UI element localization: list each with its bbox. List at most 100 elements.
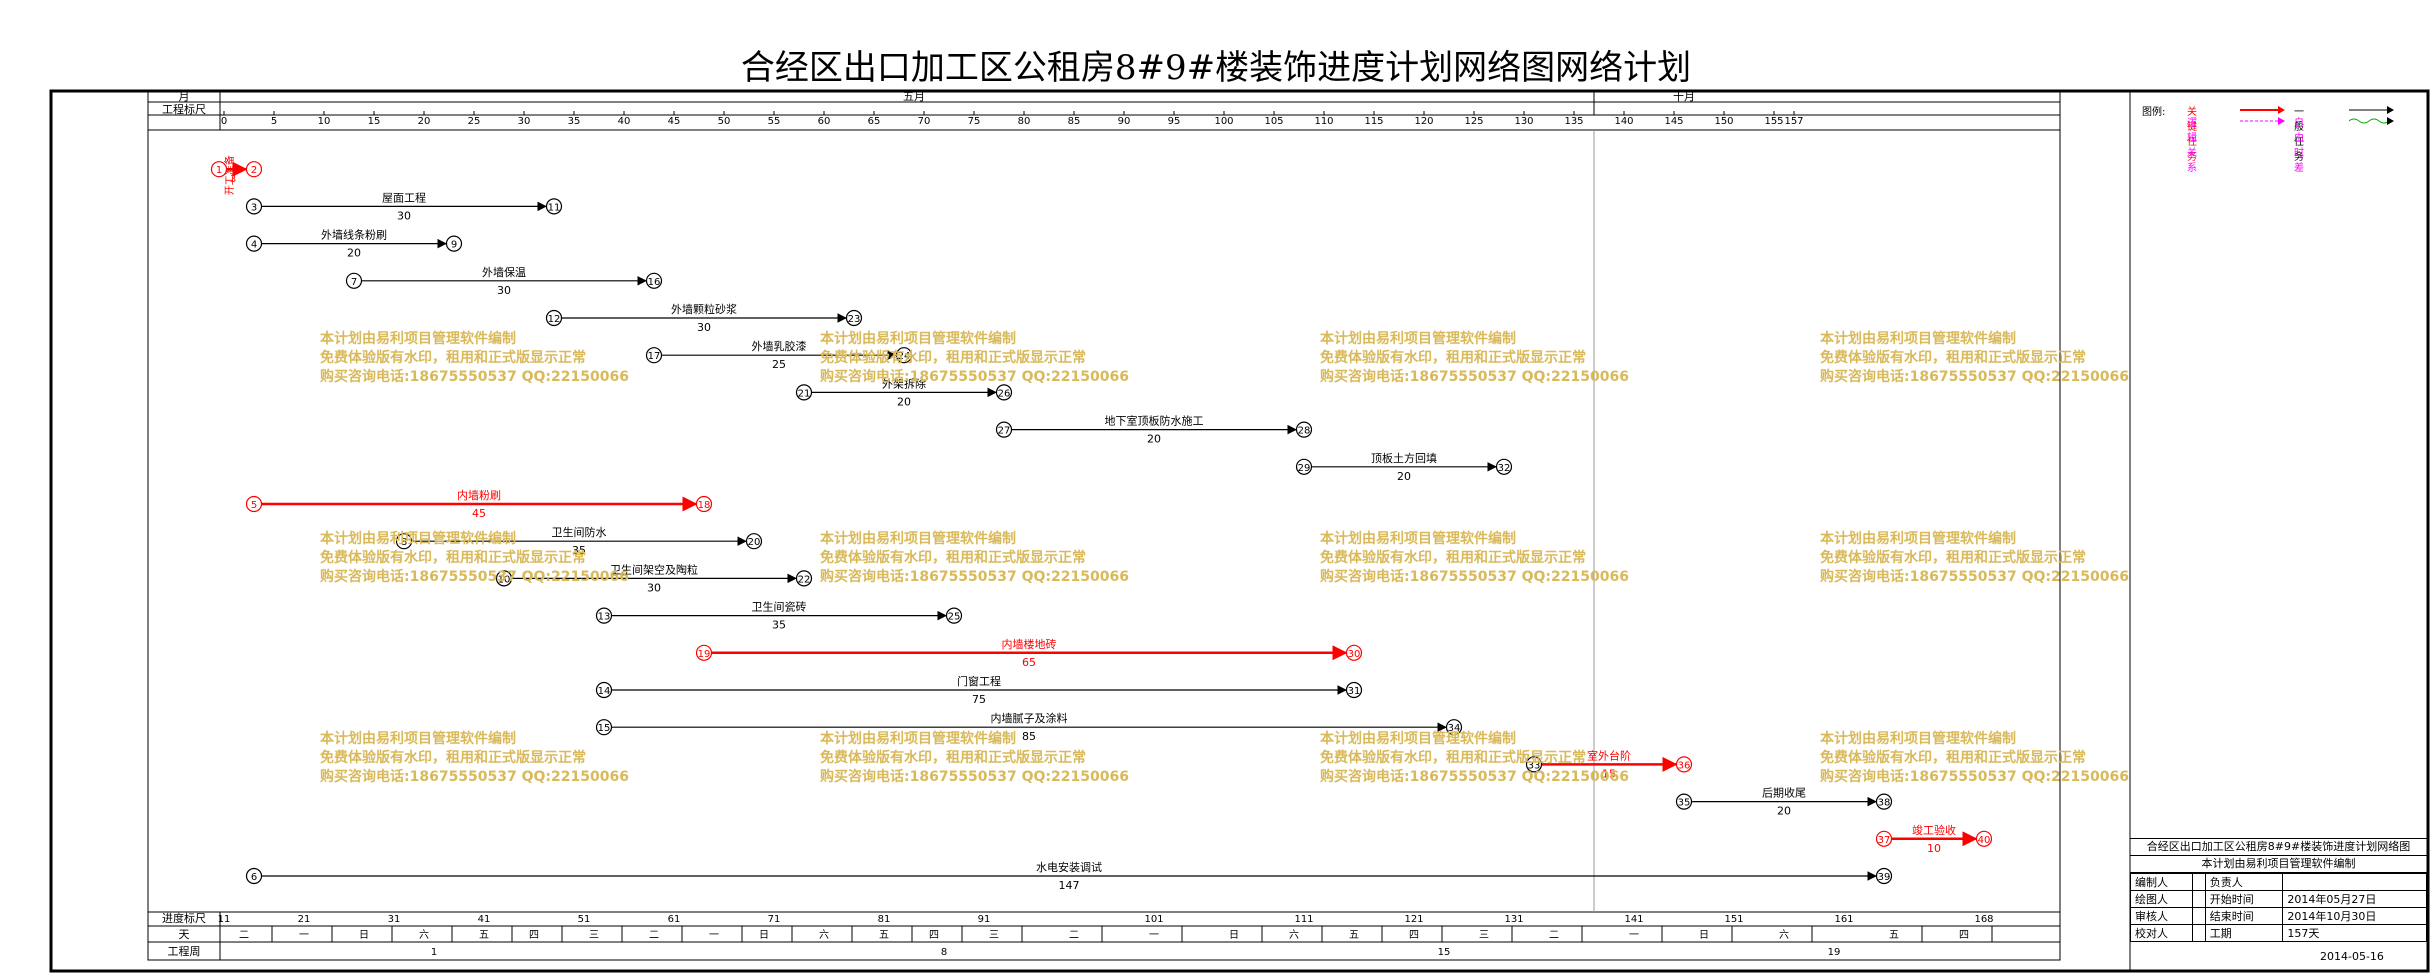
node-number: 34 [1448, 723, 1461, 734]
node-circle [545, 198, 563, 215]
info-cell: 157天 [2282, 924, 2427, 942]
task-duration: 75 [972, 693, 986, 706]
info-cell: 审核人 [2130, 907, 2193, 925]
weekday-label: 五 [879, 930, 889, 941]
scale-tick-label: 75 [968, 116, 981, 127]
task-name: 地下室顶板防水施工 [1105, 414, 1204, 428]
task-duration: 30 [497, 284, 511, 297]
task-name: 室外台阶 [1587, 748, 1631, 762]
progress-tick-label: 111 [1294, 914, 1313, 925]
weekday-label: 日 [1229, 930, 1239, 941]
weekday-label: 一 [709, 930, 719, 941]
node-circle [495, 570, 513, 587]
task-duration: 35 [772, 619, 786, 632]
watermark-line: 购买咨询电话:18675550537 QQ:22150066 [1320, 769, 1629, 785]
node-number: 39 [1878, 872, 1891, 883]
info-cell: 2014年05月27日 [2282, 890, 2427, 908]
scale-tick-label: 25 [468, 116, 481, 127]
node-circle [545, 309, 563, 327]
weekday-label: 三 [589, 930, 599, 941]
task-duration: 10 [1927, 842, 1941, 855]
watermark-line: 免费体验版有水印，租用和正式版显示正常 [820, 550, 1086, 566]
scale-tick-label: 45 [668, 116, 681, 127]
info-row: 校对人 工期 157天 [2130, 924, 2427, 942]
plan-date: 2014-05-16 [2320, 950, 2384, 963]
watermark-line: 购买咨询电话:18675550537 QQ:22150066 [1820, 769, 2129, 785]
watermark-block: 本计划由易利项目管理软件编制 免费体验版有水印，租用和正式版显示正常 购买咨询电话:… [320, 330, 629, 387]
weekday-label: 四 [1959, 930, 1969, 941]
weekday-label: 六 [1779, 929, 1789, 941]
info-cell: 2014年10月30日 [2282, 907, 2427, 925]
info-cell: 编制人 [2130, 873, 2193, 891]
watermark-line: 本计划由易利项目管理软件编制 [1320, 331, 1516, 347]
week-label: 8 [941, 947, 947, 958]
scale-tick-label: 120 [1414, 116, 1433, 127]
node-number: 16 [648, 277, 661, 288]
progress-tick-label: 61 [668, 914, 681, 925]
info-cell [2191, 890, 2206, 908]
scale-tick-label: 15 [368, 116, 381, 127]
watermark-line: 本计划由易利项目管理软件编制 [1320, 731, 1516, 747]
watermark-line: 免费体验版有水印，租用和正式版显示正常 [1320, 350, 1586, 366]
watermark-line: 购买咨询电话:18675550537 QQ:22150066 [320, 769, 629, 785]
progress-tick-label: 141 [1624, 914, 1643, 925]
node-circle [695, 644, 713, 661]
node-number: 10 [498, 574, 511, 585]
scale-tick-label: 20 [418, 116, 431, 127]
progress-tick-label: 51 [578, 914, 591, 925]
scale-tick-label: 55 [768, 116, 781, 127]
info-subtitle: 本计划由易利项目管理软件编制 [2130, 856, 2427, 873]
legend-free-arrow [2349, 117, 2394, 125]
task-name: 内墙楼地砖 [1002, 637, 1057, 651]
node-number: 11 [548, 202, 561, 213]
node-circle [995, 421, 1013, 438]
watermark-line: 本计划由易利项目管理软件编制 [320, 331, 516, 347]
node-circle [1345, 644, 1363, 661]
node-number: 31 [1348, 686, 1361, 697]
node-circle [210, 161, 228, 178]
watermark-line: 购买咨询电话:18675550537 QQ:22150066 [820, 569, 1129, 585]
node-circle [1875, 867, 1893, 885]
task-name: 内墙粉刷 [457, 488, 501, 502]
legend-key-work-arrow [2240, 106, 2285, 114]
legend-normal-label: 一般任务 [2294, 107, 2304, 163]
watermark-line: 购买咨询电话:18675550537 QQ:22150066 [320, 569, 629, 585]
task-duration: 20 [1397, 470, 1411, 483]
watermark-line: 本计划由易利项目管理软件编制 [1320, 531, 1516, 547]
week-label: 15 [1438, 947, 1451, 958]
watermark-line: 本计划由易利项目管理软件编制 [1820, 331, 2016, 347]
watermark-line: 购买咨询电话:18675550537 QQ:22150066 [1820, 369, 2129, 385]
weekday-label: 六 [1289, 929, 1299, 941]
week-row-label: 工程周 [168, 945, 201, 958]
node-circle [795, 570, 813, 587]
node-circle [695, 495, 713, 513]
weekday-label: 二 [1069, 930, 1079, 941]
node-number: 24 [898, 351, 911, 362]
watermark-line: 免费体验版有水印，租用和正式版显示正常 [820, 350, 1086, 366]
node-number: 9 [451, 240, 457, 251]
scale-tick-label: 150 [1714, 116, 1733, 127]
chart-frame [49, 89, 2430, 973]
node-circle [245, 198, 263, 215]
task-name: 竣工验收 [1912, 823, 1956, 837]
weekday-label: 四 [929, 930, 939, 941]
task-duration: 25 [772, 358, 786, 371]
node-circle [1295, 458, 1313, 475]
day-row-label: 天 [179, 928, 190, 941]
task-name: 卫生间架空及陶粒 [610, 562, 698, 576]
legend-label: 图例: [2142, 107, 2166, 118]
watermark-line: 本计划由易利项目管理软件编制 [820, 731, 1016, 747]
node-circle [1875, 830, 1893, 847]
watermark-block: 本计划由易利项目管理软件编制 免费体验版有水印，租用和正式版显示正常 购买咨询电话:… [1320, 330, 1629, 387]
scale-tick-label: 80 [1018, 116, 1031, 127]
scale-row-label: 工程标尺 [162, 102, 206, 116]
progress-tick-label: 101 [1144, 914, 1163, 925]
node-number: 12 [548, 314, 561, 325]
task-name: 外墙颗粒砂浆 [671, 302, 737, 316]
info-row: 审核人 结束时间 2014年10月30日 [2130, 907, 2427, 925]
node-number: 8 [401, 537, 407, 548]
watermark-block: 本计划由易利项目管理软件编制 免费体验版有水印，租用和正式版显示正常 购买咨询电话:… [820, 530, 1129, 587]
progress-tick-label: 11 [218, 914, 231, 925]
progress-tick-label: 91 [978, 914, 991, 925]
node-number: 19 [698, 649, 711, 660]
